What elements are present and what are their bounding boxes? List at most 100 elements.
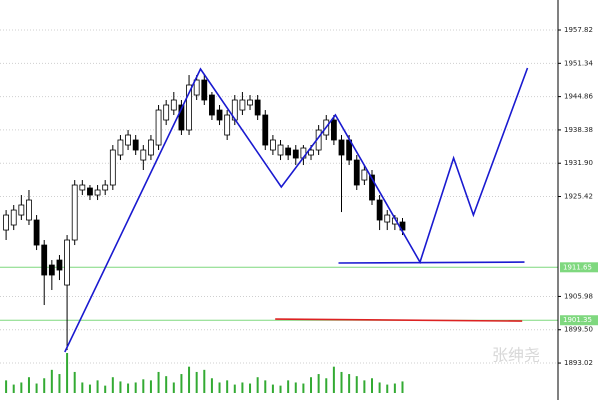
candle-body <box>132 139 139 151</box>
volume-bar <box>332 366 335 393</box>
volume-bar <box>73 371 76 393</box>
candle-body <box>3 214 9 231</box>
candle-body <box>87 187 93 196</box>
candle-body <box>338 139 345 156</box>
volume-bar <box>363 380 366 393</box>
candle-body <box>94 189 101 196</box>
volume-bar <box>401 381 404 393</box>
candle-body <box>239 99 246 111</box>
volume-bar <box>294 382 297 393</box>
volume-bar <box>264 380 267 393</box>
volume-bar <box>249 383 252 393</box>
y-tick-label: 1951.34 <box>564 59 593 67</box>
volume-bar <box>233 384 236 393</box>
volume-bar <box>279 385 282 393</box>
candle-body <box>148 139 154 156</box>
volume-bar <box>256 377 259 393</box>
level-label: 1901.35 <box>563 316 592 324</box>
candle-body <box>102 184 109 191</box>
volume-bar <box>50 369 53 393</box>
volume-bar <box>96 380 99 393</box>
volume-bar <box>12 384 15 393</box>
candle-body <box>170 99 177 111</box>
watermark: 张绅尧 <box>492 346 540 365</box>
y-tick-label: 1938.38 <box>564 126 593 134</box>
y-tick-label: 1899.50 <box>564 326 593 334</box>
volume-bar <box>393 383 396 393</box>
drawn-line <box>275 318 523 322</box>
candle-body <box>64 239 70 286</box>
candle-body <box>56 259 63 271</box>
candle-body <box>247 99 253 106</box>
volume-bar <box>348 374 351 393</box>
drawn-line <box>64 67 529 353</box>
candle-body <box>79 184 86 191</box>
candle-body <box>178 104 185 131</box>
candle-body <box>262 114 269 146</box>
volume-bar <box>241 382 244 393</box>
candle-body <box>209 94 215 116</box>
volume-bar <box>142 379 145 393</box>
candle-body <box>224 114 231 136</box>
volume-bar <box>172 382 175 393</box>
volume-bar <box>157 371 160 393</box>
volume-bar <box>20 382 23 393</box>
volume-bar <box>203 369 206 393</box>
candle-body <box>361 169 368 181</box>
volume-bar <box>218 382 221 393</box>
candle-body <box>353 159 360 186</box>
volume-bar <box>111 377 114 393</box>
candle-body <box>308 149 314 156</box>
volume-bar <box>43 378 46 393</box>
volume-bar <box>302 383 305 393</box>
level-tag <box>560 315 598 326</box>
candle-body <box>163 104 170 121</box>
candle-body <box>117 139 124 156</box>
volume-bar <box>325 378 328 393</box>
y-tick-label: 1957.82 <box>564 26 593 34</box>
candle-body <box>18 204 25 216</box>
candle-body <box>277 144 284 156</box>
volume-bar <box>226 380 229 393</box>
candle-body <box>71 184 78 241</box>
volume-bar <box>134 382 137 393</box>
candle-body <box>140 149 147 161</box>
volume-bar <box>165 376 168 393</box>
volume-bar <box>317 374 320 393</box>
candle-body <box>33 219 40 246</box>
candle-body <box>330 119 337 141</box>
volume-bar <box>88 384 91 393</box>
volume-bar <box>371 378 373 393</box>
y-tick-label: 1925.42 <box>564 193 593 201</box>
volume-bar <box>271 384 274 393</box>
volume-bar <box>386 384 389 393</box>
volume-bar <box>58 374 61 393</box>
volume-bar <box>66 353 69 393</box>
y-tick-label: 1893.02 <box>564 359 593 367</box>
y-tick-label: 1944.86 <box>564 93 593 101</box>
volume-bar <box>210 378 213 393</box>
volume-bar <box>119 381 122 393</box>
candle-body <box>125 134 131 146</box>
volume-bar <box>81 382 84 393</box>
volume-bar <box>188 366 191 393</box>
volume-bar <box>35 383 38 393</box>
volume-bar <box>127 383 130 393</box>
candle-body <box>254 99 261 116</box>
candle-body <box>292 149 299 159</box>
y-tick-label: 1931.90 <box>564 159 593 167</box>
volume-bar <box>5 380 8 393</box>
candle-body <box>155 109 162 146</box>
volume-bar <box>340 371 343 393</box>
candle-body <box>186 84 192 131</box>
candle-body <box>193 79 200 96</box>
candle-body <box>201 79 208 101</box>
level-label: 1911.65 <box>563 263 592 271</box>
candle-body <box>376 199 383 221</box>
volume-bar <box>355 376 358 393</box>
volume-bar <box>287 380 290 393</box>
volume-bar <box>104 385 107 393</box>
